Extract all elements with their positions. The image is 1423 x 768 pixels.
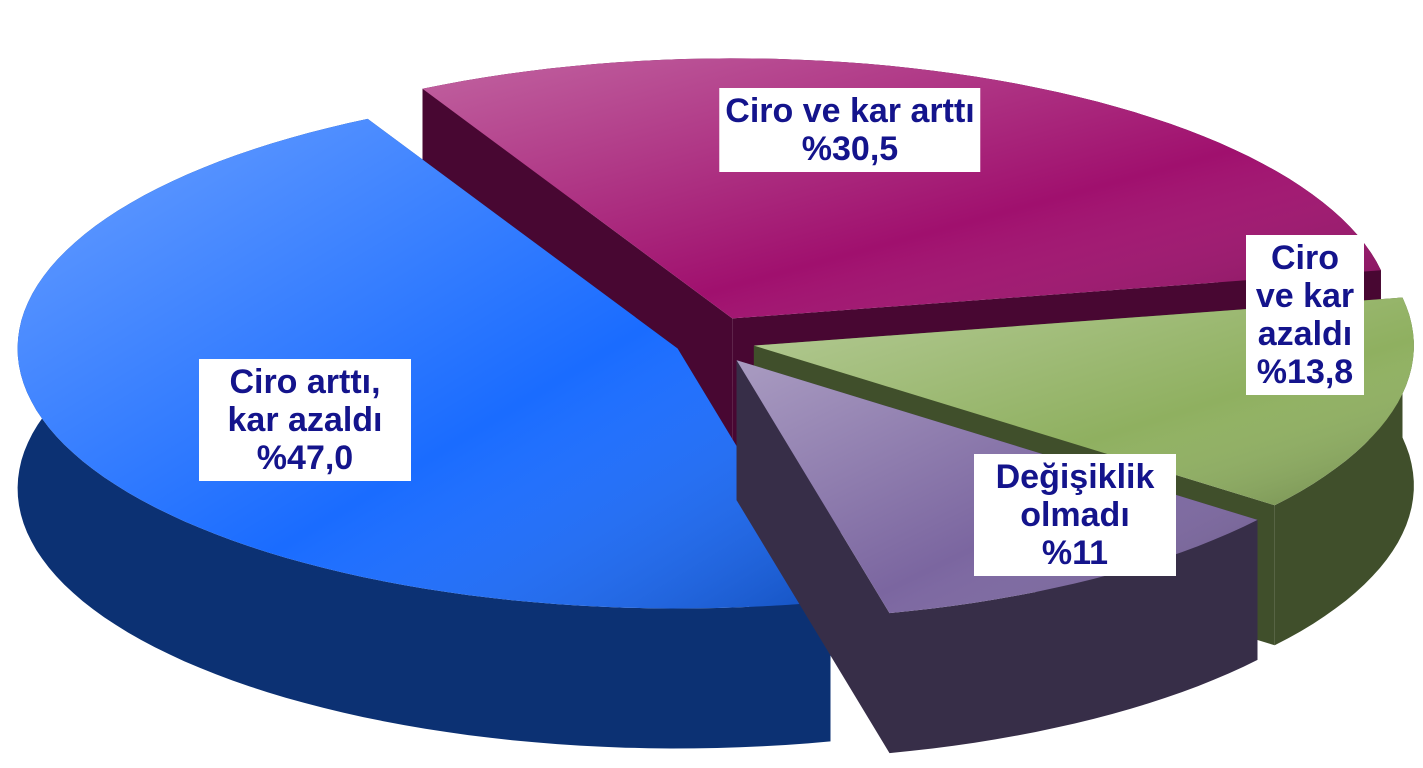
- value-label: %13,8: [1256, 353, 1354, 391]
- slice-side: [1274, 297, 1414, 646]
- slice-side: [736, 360, 890, 754]
- slice-side: [889, 519, 1258, 754]
- slice-shine: [17, 118, 831, 609]
- value-label: %11: [1041, 534, 1109, 572]
- data-label: Ciro ve kar azaldı %13,8: [1246, 235, 1364, 395]
- value-label: %47,0: [256, 439, 354, 477]
- category-label: Ciro ve kar azaldı: [1255, 239, 1355, 353]
- data-label: Ciro ve kar arttı %30,5: [719, 88, 981, 172]
- slice-shine: [422, 58, 1381, 319]
- category-label: Ciro ve kar arttı: [725, 92, 975, 130]
- data-label: Değişiklik olmadı %11: [974, 454, 1176, 576]
- value-label: %30,5: [801, 130, 899, 168]
- category-label: Ciro arttı, kar azaldı: [227, 363, 383, 439]
- category-label: Değişiklik olmadı: [995, 458, 1155, 534]
- data-label: Ciro arttı, kar azaldı %47,0: [199, 359, 411, 481]
